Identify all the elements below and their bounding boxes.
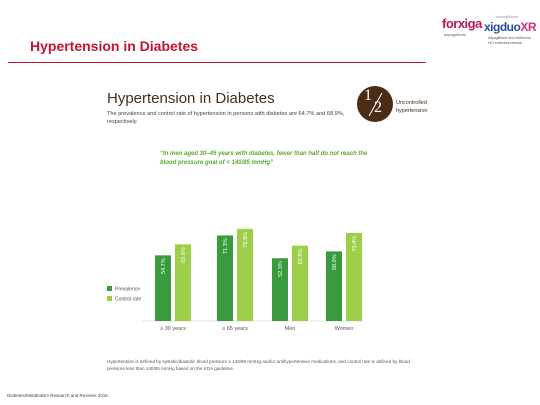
bar-value-label: 71.3%: [223, 238, 229, 254]
bar-value-label: 54.7%: [161, 258, 167, 274]
bar-prevalence-1: [155, 255, 171, 321]
legend-label: Prevalence: [115, 287, 140, 293]
xigduo-logo-superscript: dapagliflozin: [496, 14, 519, 19]
key-quote: “In men aged 30–45 years with diabetes, …: [160, 151, 368, 166]
bar-control-rate-2: [237, 228, 253, 321]
xigduo-logo-subtitle: dapagliflozin and metformin HCl extended…: [488, 36, 531, 45]
bar-value-label: 63.9%: [181, 247, 187, 263]
half-fraction-badge: 1 2: [357, 86, 393, 122]
xigduo-logo: xigduoXR: [484, 20, 536, 34]
bar-value-label: 62.8%: [298, 249, 304, 265]
badge-caption: Uncontrolled hypertension: [396, 100, 428, 114]
badge-denominator: 2: [374, 99, 382, 116]
bar-value-label: 76.8%: [243, 232, 249, 248]
xigduo-logo-suffix: XR: [520, 20, 536, 34]
bar-prevalence-2: [217, 235, 233, 321]
brand-logos: forxiga dapagliflozin dapagliflozin xigd…: [436, 14, 536, 58]
bar-control-rate-4: [346, 232, 362, 321]
bar-value-label: 58.0%: [332, 254, 338, 270]
slide-title: Hypertension in Diabetes: [30, 38, 199, 54]
fraction-slash-icon: [368, 92, 383, 117]
legend-swatch: [107, 286, 112, 291]
slide-footer: Diabetes/Metabolism Research and Reviews…: [7, 393, 108, 398]
legend-label: Control rate: [115, 297, 141, 303]
x-tick-label: Women: [335, 326, 354, 332]
infographic-panel: Hypertension in Diabetes The prevalence …: [100, 86, 430, 376]
prevalence-control-bar-chart: 54.7% 63.9% ≥ 30 years 71.3% 76.8% ≥ 65 years…: [107, 228, 362, 332]
forxiga-logo-subtitle: dapagliflozin: [444, 32, 467, 37]
x-tick-label: ≥ 65 years: [222, 326, 248, 332]
xigduo-logo-prefix: xigduo: [484, 20, 521, 34]
panel-footnote: Hypertension is defined by systolic/dias…: [107, 359, 410, 371]
panel-subtitle: The prevalence and control rate of hyper…: [107, 111, 345, 125]
legend-swatch: [107, 296, 112, 301]
panel-title: Hypertension in Diabetes: [107, 90, 275, 107]
bar-control-rate-3: [292, 245, 308, 321]
bar-prevalence-4: [326, 251, 342, 321]
title-divider: [8, 62, 426, 63]
x-tick-label: Men: [285, 326, 296, 332]
bar-prevalence-3: [272, 258, 288, 321]
forxiga-logo: forxiga: [442, 16, 482, 31]
bar-control-rate-1: [175, 244, 191, 321]
x-tick-label: ≥ 30 years: [160, 326, 186, 332]
bar-value-label: 52.3%: [278, 261, 284, 277]
badge-numerator: 1: [364, 87, 372, 104]
bar-value-label: 73.4%: [352, 236, 358, 252]
